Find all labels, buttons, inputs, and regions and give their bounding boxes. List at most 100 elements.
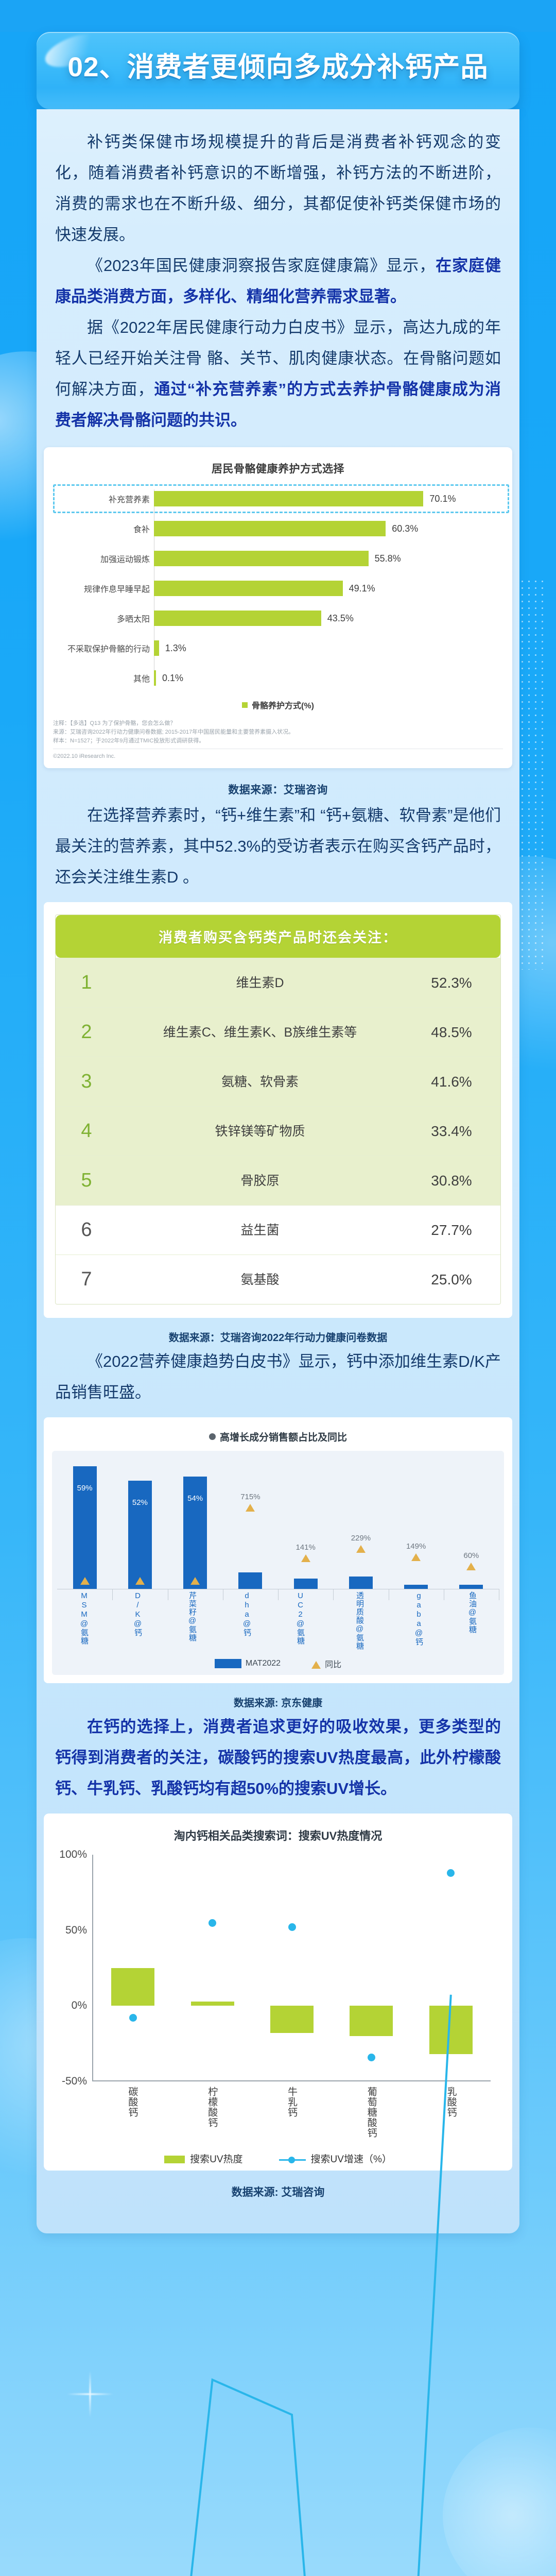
x-axis-label: D/K@钙 xyxy=(111,1591,164,1650)
bar-value-label: 59% xyxy=(77,1484,93,1493)
legend-swatch-icon xyxy=(242,702,248,708)
table-cell-rank: 6 xyxy=(81,1219,92,1241)
bullet-icon xyxy=(208,1433,216,1440)
table-cell-rank: 7 xyxy=(81,1268,92,1290)
bar-row: 食补 60.3% xyxy=(133,516,503,541)
yoy-marker-icon xyxy=(356,1545,366,1553)
table-cell-value: 33.4% xyxy=(431,1123,472,1139)
paragraph-6-bold: 在钙的选择上，消费者追求更好的吸收效果，更多类型的钙得到消费者的关注，碳酸钙的搜… xyxy=(55,1718,501,1798)
footnote-line: 注释：【多选】Q13 为了保护骨骼，您会怎么做？ xyxy=(53,720,176,726)
calcium-attention-table: 消费者购买含钙类产品时还会关注： 1 维生素D 52.3% 2 维生素C、维生素K、B族… xyxy=(55,914,501,1304)
bar xyxy=(293,1578,318,1589)
bar-value-label: 0.1% xyxy=(162,672,184,683)
x-axis-label-text: D/K@钙 xyxy=(133,1591,142,1637)
legend-item-mat2022: MAT2022 xyxy=(214,1658,281,1668)
x-axis-label: 透明质酸@氨糖 xyxy=(327,1591,392,1650)
data-point-marker xyxy=(208,1919,217,1927)
bar-column xyxy=(93,1855,172,2080)
chart-title: 高增长成分销售额占比及同比 xyxy=(52,1430,504,1444)
axis-tick xyxy=(333,1589,334,1600)
bar-row: 加强运动锻炼 55.8% xyxy=(100,546,503,571)
bar-value-label: 52% xyxy=(132,1498,148,1507)
bar-row: 多晒太阳 43.5% xyxy=(117,606,503,631)
chart-title: 淘内钙相关品类搜索词：搜索UV热度情况 xyxy=(173,1829,383,1842)
table-cell-rank: 5 xyxy=(81,1170,92,1191)
horizontal-bar-chart: 补充营养素 70.1% 食补 60.3% 加强运动锻炼 55.8% 规律作息早睡早起 49.1… xyxy=(53,484,509,690)
x-axis-labels: MSM@氨糖 D/K@钙 芹菜籽@氨糖 dha@钙 UC2@氨糖 透明质酸@氨糖 gaba@… xyxy=(57,1591,499,1650)
bar-value-label: 60.3% xyxy=(392,523,419,534)
data-point-marker xyxy=(129,2014,137,2022)
bar-series: 59% 52% 54% 715% 141% 229% 149% 60% xyxy=(57,1460,499,1589)
bar-series xyxy=(93,1855,491,2080)
bar-column: 54% xyxy=(168,1460,223,1589)
x-axis-label-text: UC2@氨糖 xyxy=(296,1591,305,1645)
bar-column: 715% xyxy=(223,1460,278,1589)
bar-column: 59% xyxy=(57,1460,112,1589)
paragraph-5: 《2022营养健康趋势白皮书》显示，钙中添加维生素D/K产品销售旺盛。 xyxy=(55,1352,501,1401)
page-title: 02、消费者更倾向多成分补钙产品 xyxy=(67,52,489,82)
high-growth-chart-card: 高增长成分销售额占比及同比 59% 52% 54% 715% 141% 229% 149% 6… xyxy=(44,1417,512,1683)
legend-line-icon xyxy=(279,2156,306,2163)
bar-row: 不采取保护骨骼的行动 1.3% xyxy=(67,636,503,660)
chart-footnotes: 注释：【多选】Q13 为了保护骨骼，您会怎么做？ 来源：艾瑞咨询2022年行动力… xyxy=(53,719,503,761)
axis-tick xyxy=(112,1589,113,1600)
paragraph-4: 在选择营养素时，“钙+维生素”和 “钙+氨糖、软骨素”是他们最关注的营养素，其中… xyxy=(55,806,501,886)
bar-category-label: 加强运动锻炼 xyxy=(100,555,150,564)
table-cell-rank: 2 xyxy=(81,1021,92,1043)
bar-column: 52% xyxy=(112,1460,167,1589)
data-point-marker xyxy=(288,1923,296,1931)
table-body: 1 维生素D 52.3% 2 维生素C、维生素K、B族维生素等 48.5% 3 氨糖、软骨素 4… xyxy=(56,958,500,1304)
section-header: 02、消费者更倾向多成分补钙产品 xyxy=(37,32,519,109)
table-cell-name: 骨胶原 xyxy=(240,1173,280,1188)
chart-legend: MAT2022 同比 xyxy=(57,1657,499,1670)
bar xyxy=(404,1584,428,1589)
legend-item-uv-heat: 搜索UV热度 xyxy=(164,2151,243,2165)
x-axis-label: 葡萄糖酸钙 xyxy=(331,2087,411,2138)
chart-plot-area: 59% 52% 54% 715% 141% 229% 149% 60% MSM@氨糖 D/K@钙… xyxy=(52,1451,504,1675)
yoy-marker-icon xyxy=(80,1577,90,1585)
header-plate xyxy=(37,32,519,109)
x-axis-label: 鱼油@氨糖 xyxy=(445,1591,499,1650)
bar xyxy=(270,2006,314,2033)
line-series xyxy=(93,1855,491,2576)
x-axis-label: 碳酸钙 xyxy=(92,2087,172,2138)
x-axis-label-text: dha@钙 xyxy=(242,1591,251,1637)
table-cell-value: 48.5% xyxy=(431,1024,472,1040)
x-axis-label-text: 葡萄糖酸钙 xyxy=(366,2087,377,2138)
yoy-marker-icon xyxy=(246,1504,255,1512)
x-axis-label: 芹菜籽@氨糖 xyxy=(164,1591,220,1650)
bar-category-label: 不采取保护骨骼的行动 xyxy=(67,645,150,654)
bar-row: 其他 0.1% xyxy=(133,666,503,690)
bar-value-label: 54% xyxy=(187,1494,203,1503)
bar xyxy=(154,670,156,686)
axis-tick xyxy=(278,1589,279,1600)
x-axis-label: UC2@氨糖 xyxy=(273,1591,327,1650)
paragraph-2: 《2023年国民健康洞察报告家庭健康篇》显示，在家庭健康品类消费方面，多样化、精… xyxy=(37,250,519,312)
bar-value-label: 1.3% xyxy=(165,642,186,653)
chart-legend: 搜索UV热度 搜索UV增速（%） xyxy=(53,2151,503,2165)
bar-value-label: 55.8% xyxy=(374,553,401,564)
chart-title: 居民骨骼健康养护方式选择 xyxy=(212,463,344,475)
chart-title-text: 高增长成分销售额占比及同比 xyxy=(219,1432,347,1443)
table-cell-name: 维生素D xyxy=(236,975,284,990)
bar-column: 149% xyxy=(389,1460,444,1589)
table-row: 3 氨糖、软骨素 41.6% xyxy=(56,1057,500,1106)
bar xyxy=(154,521,386,536)
bar-column xyxy=(411,1855,491,2080)
legend-label: 同比 xyxy=(325,1660,342,1669)
bar xyxy=(238,1572,263,1589)
source-irui-1: 数据来源：艾瑞咨询 xyxy=(228,784,328,796)
data-point-marker xyxy=(447,1869,455,1877)
bar-row: 规律作息早睡早起 49.1% xyxy=(84,576,503,601)
table-cell-value: 25.0% xyxy=(431,1271,472,1287)
table-cell-rank: 1 xyxy=(81,972,92,993)
bar: 52% xyxy=(128,1481,152,1589)
bone-health-chart-card: 居民骨骼健康养护方式选择 补充营养素 70.1% 食补 60.3% 加强运动锻炼 55.8… xyxy=(44,447,512,768)
table-row: 1 维生素D 52.3% xyxy=(56,958,500,1007)
bar xyxy=(349,1576,373,1589)
bar-value-label: 43.5% xyxy=(327,613,354,623)
legend-item-yoy: 同比 xyxy=(311,1657,341,1670)
x-axis-labels: 碳酸钙 柠檬酸钙 牛乳钙 葡萄糖酸钙 乳酸钙 xyxy=(92,2087,491,2138)
legend-swatch-icon xyxy=(214,1658,241,1668)
calcium-attention-table-card: 消费者购买含钙类产品时还会关注： 1 维生素D 52.3% 2 维生素C、维生素K、B族… xyxy=(44,902,512,1318)
